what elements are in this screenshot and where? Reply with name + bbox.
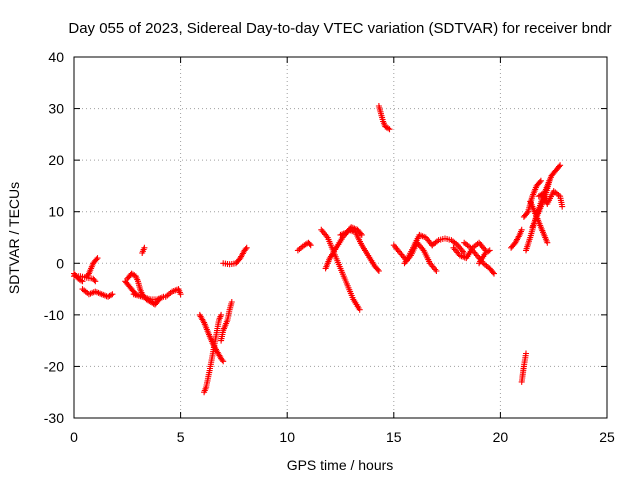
x-tick-label: 10 [279, 429, 295, 445]
x-tick-labels: 0 5 10 15 20 25 [70, 429, 615, 445]
series-segment [375, 103, 393, 133]
data-point-markers [71, 270, 86, 285]
series-segment [529, 177, 553, 231]
series-segment [220, 244, 250, 268]
series-segment [337, 224, 365, 238]
series-segment [130, 291, 167, 303]
series-segment [162, 286, 184, 300]
series-segment [218, 299, 235, 344]
series-segment [83, 255, 101, 280]
data-point-markers [518, 350, 529, 385]
chart-title: Day 055 of 2023, Sidereal Day-to-day VTE… [68, 20, 611, 37]
y-tick-label: -30 [44, 410, 64, 426]
data-point-markers [218, 299, 235, 344]
x-tick-label: 15 [386, 429, 402, 445]
y-tick-label: 0 [56, 255, 64, 271]
data-points [71, 103, 566, 396]
y-tick-label: 10 [48, 204, 64, 220]
plot-frame [73, 56, 608, 419]
data-point-markers [476, 247, 493, 267]
data-point-markers [429, 235, 468, 256]
data-point-markers [520, 177, 544, 220]
x-axis-label: GPS time / hours [287, 457, 394, 473]
series-segment [429, 235, 468, 256]
y-tick-label: -10 [44, 307, 64, 323]
data-point-markers [294, 239, 314, 254]
y-tick-label: 40 [48, 49, 64, 65]
data-point-markers [139, 244, 148, 256]
x-tick-label: 0 [70, 429, 78, 445]
series-segment [401, 239, 440, 274]
data-point-markers [130, 291, 167, 303]
data-point-markers [201, 311, 225, 396]
data-point-markers [508, 226, 525, 251]
x-tick-label: 20 [493, 429, 509, 445]
series-segment [79, 286, 116, 300]
data-point-markers [529, 177, 553, 231]
tick-marks [73, 56, 608, 419]
data-point-markers [162, 286, 184, 300]
data-point-markers [337, 224, 365, 238]
y-tick-label: -20 [44, 358, 64, 374]
series-segment [508, 226, 525, 251]
series-segment [201, 311, 225, 396]
data-point-markers [375, 103, 393, 133]
x-tick-label: 25 [599, 429, 615, 445]
data-point-markers [401, 239, 440, 274]
y-axis-label: SDTVAR / TECUs [6, 182, 22, 294]
series-segment [322, 226, 382, 274]
series-segment [518, 350, 529, 385]
y-tick-label: 30 [48, 101, 64, 117]
data-point-markers [322, 226, 382, 274]
series-segment [476, 247, 493, 267]
series-segment [139, 244, 148, 256]
data-point-markers [220, 244, 250, 268]
series-segment [294, 239, 314, 254]
y-tick-label: 20 [48, 152, 64, 168]
data-point-markers [83, 255, 101, 280]
x-tick-label: 5 [177, 429, 185, 445]
data-point-markers [79, 286, 116, 300]
series-segment [520, 177, 544, 220]
series-segment [71, 270, 86, 285]
y-tick-labels: 40 30 20 10 0 -10 -20 -30 [44, 49, 64, 426]
grid-lines [74, 57, 607, 418]
